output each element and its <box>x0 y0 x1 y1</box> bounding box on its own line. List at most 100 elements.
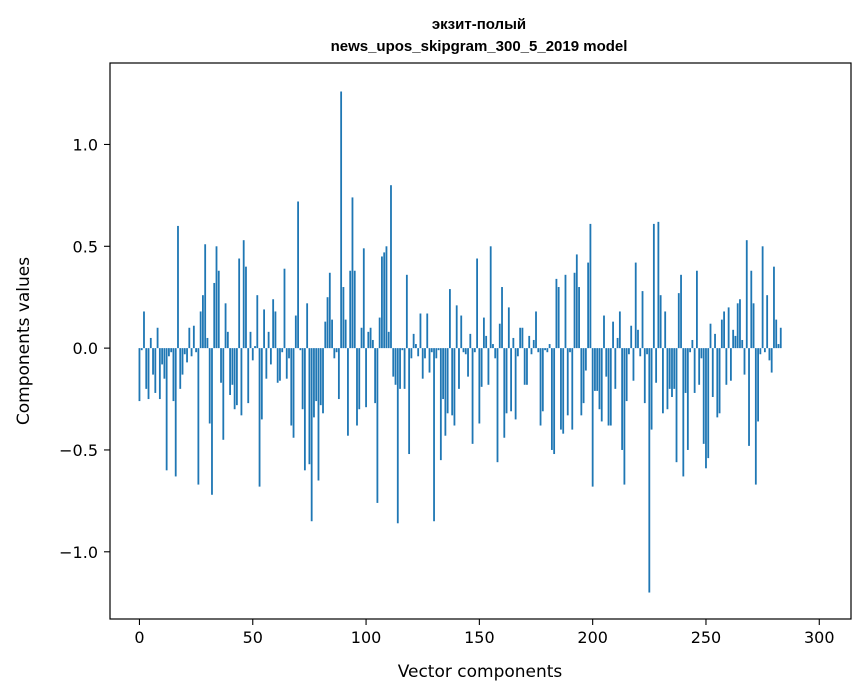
bar <box>711 348 714 398</box>
bar <box>303 348 306 471</box>
bar <box>290 348 293 426</box>
bar <box>433 348 435 522</box>
bar <box>333 348 336 359</box>
bar <box>777 344 780 349</box>
bar <box>154 348 157 393</box>
bar <box>256 295 259 349</box>
bar <box>546 348 549 353</box>
bar <box>623 348 626 485</box>
bar <box>419 313 422 349</box>
bar <box>639 348 642 357</box>
bar <box>335 348 338 353</box>
bar <box>646 348 648 355</box>
bar <box>308 348 311 465</box>
bar <box>643 348 646 404</box>
x-tick-label: 150 <box>464 628 495 647</box>
bar <box>566 348 569 416</box>
bar <box>589 223 592 349</box>
bar <box>381 256 383 349</box>
bar <box>292 348 295 438</box>
x-tick-label: 300 <box>804 628 835 647</box>
bar <box>224 303 227 349</box>
bar <box>514 348 517 420</box>
bar <box>138 348 141 402</box>
bar <box>582 348 585 404</box>
bar <box>179 348 182 389</box>
bar <box>453 348 456 426</box>
bar <box>147 348 150 400</box>
bar <box>612 321 614 349</box>
x-tick-label: 250 <box>691 628 722 647</box>
bar <box>739 299 741 349</box>
bar <box>607 348 610 426</box>
bar <box>632 348 635 381</box>
bar <box>544 348 546 351</box>
bar <box>149 337 152 349</box>
bar <box>702 348 705 444</box>
bar <box>458 348 460 389</box>
x-tick-label: 100 <box>351 628 382 647</box>
bar <box>734 335 737 349</box>
bar <box>580 348 583 416</box>
bar <box>442 348 445 400</box>
bar-series <box>138 91 782 593</box>
bar <box>156 327 159 349</box>
bar <box>374 348 377 404</box>
bar <box>294 315 297 349</box>
bar <box>664 311 667 349</box>
bar <box>521 327 524 349</box>
bar <box>727 307 730 349</box>
y-tick-label: −1.0 <box>59 543 98 562</box>
bar <box>720 319 723 349</box>
bar <box>569 348 571 353</box>
bar <box>143 311 145 349</box>
bar <box>498 323 501 349</box>
x-tick-label: 200 <box>577 628 608 647</box>
bar <box>748 348 750 446</box>
bar <box>628 348 630 355</box>
bar <box>539 348 542 426</box>
bar <box>707 348 710 459</box>
bar <box>276 348 279 383</box>
bar <box>773 266 775 349</box>
bar <box>562 348 565 434</box>
bar <box>285 348 288 379</box>
bar <box>310 348 313 522</box>
y-tick-label: 0.0 <box>73 339 98 358</box>
bar <box>671 348 673 398</box>
bar <box>235 348 238 406</box>
bar <box>163 348 166 379</box>
bar <box>213 282 216 349</box>
bar <box>725 348 728 385</box>
x-tick-label: 0 <box>134 628 144 647</box>
bar <box>197 348 200 485</box>
bar <box>705 348 707 469</box>
bar <box>283 268 286 349</box>
bar <box>682 348 685 477</box>
bar <box>548 344 551 349</box>
bar <box>750 270 753 349</box>
bar <box>206 337 209 349</box>
bar <box>480 348 483 387</box>
bar <box>215 246 218 349</box>
bar <box>516 348 519 357</box>
bar <box>168 348 170 357</box>
bar <box>410 348 413 359</box>
bar <box>390 185 392 349</box>
bar <box>535 311 537 349</box>
bar <box>555 278 558 349</box>
bar <box>684 348 687 393</box>
bar <box>689 348 692 353</box>
bar <box>401 348 404 351</box>
bar <box>183 348 186 355</box>
bar <box>301 348 304 410</box>
bar <box>503 348 506 438</box>
bar <box>192 325 195 349</box>
bar <box>199 311 202 349</box>
y-tick-label: −0.5 <box>59 441 98 460</box>
bar <box>512 337 515 349</box>
bar <box>686 348 689 450</box>
bar <box>757 348 759 422</box>
bar <box>281 348 284 353</box>
bar <box>489 246 492 349</box>
